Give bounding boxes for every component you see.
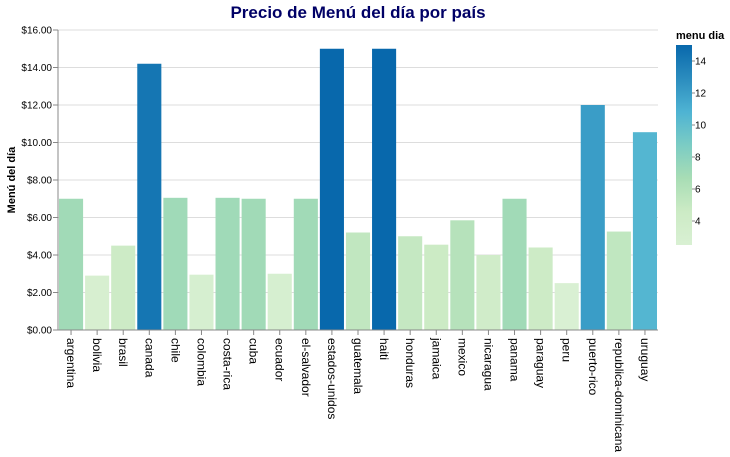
bar-el-salvador bbox=[293, 198, 318, 330]
x-tick-label: puerto-rico bbox=[586, 338, 600, 396]
bar-mexico bbox=[450, 220, 475, 330]
bar-chile bbox=[163, 197, 188, 330]
x-tick-label: panama bbox=[508, 338, 522, 382]
x-tick-label: estados-unidos bbox=[325, 338, 339, 419]
legend-tick-label: 10 bbox=[695, 121, 707, 132]
bar-canada bbox=[137, 63, 162, 330]
y-tick-label: $14.00 bbox=[21, 63, 52, 74]
bar-guatemala bbox=[345, 232, 371, 330]
legend-title: menu dia bbox=[676, 30, 725, 42]
x-tick-label: jamaica bbox=[429, 337, 443, 380]
bar-honduras bbox=[398, 236, 423, 330]
bar-nicaragua bbox=[476, 255, 501, 330]
y-tick-label: $0.00 bbox=[27, 326, 52, 337]
bar-uruguay bbox=[632, 132, 657, 330]
legend-tick-label: 8 bbox=[695, 153, 701, 164]
x-tick-label: costa-rica bbox=[221, 338, 235, 390]
bar-republica-dominicana bbox=[606, 231, 631, 330]
chart-title: Precio de Menú del día por país bbox=[230, 3, 485, 22]
bars bbox=[59, 48, 657, 330]
x-tick-label: ecuador bbox=[273, 338, 287, 381]
bar-brasil bbox=[111, 245, 136, 330]
x-tick-label: guatemala bbox=[351, 338, 365, 394]
legend: menu dia 4 6 8 10 12 14 bbox=[676, 30, 725, 245]
bar-cuba bbox=[241, 198, 266, 330]
y-tick-label: $8.00 bbox=[27, 176, 52, 187]
y-tick-label: $10.00 bbox=[21, 138, 52, 149]
y-tick-label: $6.00 bbox=[27, 213, 52, 224]
x-tick-label: mexico bbox=[455, 338, 469, 376]
x-tick-label: argentina bbox=[64, 338, 78, 388]
bar-bolivia bbox=[85, 275, 110, 330]
x-tick-label: republica-dominicana bbox=[612, 338, 626, 452]
bar-panama bbox=[502, 198, 527, 330]
x-tick-label: haiti bbox=[377, 338, 391, 360]
legend-gradient bbox=[676, 45, 692, 245]
y-tick-label: $2.00 bbox=[27, 288, 52, 299]
bar-jamaica bbox=[424, 244, 449, 330]
bar-haiti bbox=[372, 48, 397, 330]
x-tick-label: bolivia bbox=[90, 338, 104, 372]
x-tick-label: peru bbox=[560, 338, 574, 362]
x-tick-label: paraguay bbox=[534, 338, 548, 388]
y-tick-label: $4.00 bbox=[27, 251, 52, 262]
y-tick-label: $16.00 bbox=[21, 26, 52, 37]
x-tick-label: honduras bbox=[403, 338, 417, 388]
x-tick-label: cuba bbox=[247, 338, 261, 364]
bar-estados-unidos bbox=[319, 48, 344, 330]
bar-costa-rica bbox=[215, 197, 240, 330]
y-tick-label: $12.00 bbox=[21, 101, 52, 112]
x-tick-label: nicaragua bbox=[481, 338, 495, 391]
bar-argentina bbox=[59, 198, 84, 330]
x-tick-label: chile bbox=[168, 338, 182, 363]
bar-puerto-rico bbox=[580, 105, 605, 330]
y-axis-title: Menú del día bbox=[6, 146, 18, 214]
axes: $0.00 $2.00 $4.00 $6.00 $8.00 $10.00 $12.00 $14… bbox=[21, 26, 658, 452]
legend-tick-label: 14 bbox=[695, 57, 707, 68]
x-tick-label: uruguay bbox=[638, 338, 652, 381]
legend-tick-label: 12 bbox=[695, 89, 707, 100]
legend-tick-label: 6 bbox=[695, 185, 701, 196]
x-tick-label: brasil bbox=[116, 338, 130, 367]
x-tick-label: canada bbox=[142, 338, 156, 378]
x-tick-label: el-salvador bbox=[299, 338, 313, 397]
bar-colombia bbox=[189, 274, 214, 330]
bar-peru bbox=[554, 283, 579, 330]
legend-tick-label: 4 bbox=[695, 217, 701, 228]
x-tick-label: colombia bbox=[194, 338, 208, 386]
bar-paraguay bbox=[528, 247, 553, 330]
bar-ecuador bbox=[267, 273, 292, 330]
